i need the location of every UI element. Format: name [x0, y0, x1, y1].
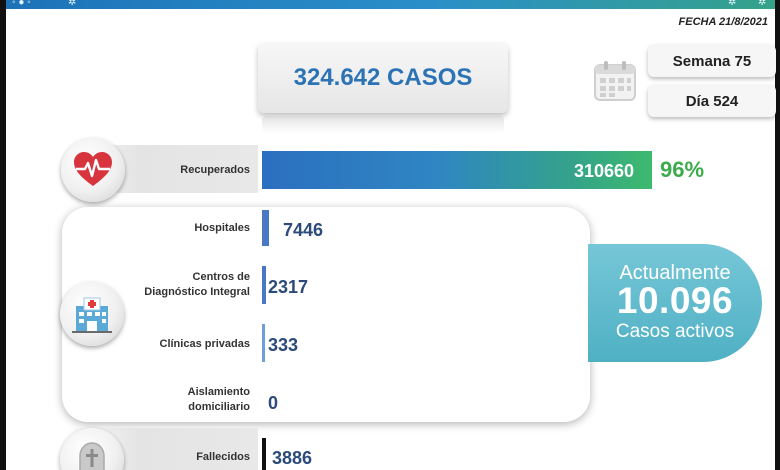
recovered-label: Recuperados: [180, 164, 250, 176]
day-text: Día 524: [685, 92, 739, 110]
home-isolation-label: Aislamiento domiciliario: [70, 385, 250, 415]
total-cases-box: 324.642 CASOS: [258, 43, 508, 113]
diagnostic-centers-label-line2: Diagnóstico Integral: [144, 285, 250, 298]
active-cases-heading: Actualmente: [619, 262, 731, 284]
private-clinics-bar: [262, 324, 265, 362]
private-clinics-label: Clínicas privadas: [159, 338, 251, 350]
calendar-icon: [594, 61, 636, 101]
hospitals-bar: [262, 210, 269, 246]
hospitals-value: 7446: [283, 220, 324, 240]
frame-right-border: [775, 0, 780, 470]
week-badge: Semana 75: [648, 45, 776, 77]
home-isolation-label-line2: domiciliario: [188, 400, 250, 413]
report-date: FECHA 21/8/2021: [678, 16, 768, 28]
private-clinics-value: 333: [268, 335, 299, 355]
week-text: Semana 75: [672, 52, 752, 70]
active-cases-caption: Casos activos: [615, 321, 735, 342]
decor-dots-icon: ◦ ● ◦: [12, 0, 31, 8]
total-cases-text: 324.642 CASOS: [293, 64, 473, 91]
recovered-bar: [262, 151, 652, 189]
recovered-value: 310660: [574, 161, 635, 181]
active-cases-value: 10.096: [616, 280, 734, 321]
decor-virus-icon: ✲: [728, 0, 737, 8]
active-cases-panel: [62, 207, 590, 422]
decor-virus-icon: ✲: [758, 0, 767, 8]
header-bar: ◦ ● ◦ ✲ ✲ ✲: [6, 0, 775, 9]
recovered-percent: 96%: [660, 157, 705, 182]
diagnostic-centers-bar: [262, 266, 266, 304]
hospitals-label: Hospitales: [194, 222, 250, 234]
deceased-bar: [262, 438, 266, 470]
home-isolation-value: 0: [268, 393, 279, 413]
home-isolation-label-line1: Aislamiento: [187, 386, 250, 398]
heart-pulse-icon: [61, 138, 125, 202]
total-cases-reflection: [262, 116, 504, 134]
diagnostic-centers-label: Centros de Diagnóstico Integral: [70, 270, 250, 300]
day-badge: Día 524: [648, 85, 776, 117]
diagnostic-centers-label-line1: Centros de: [192, 271, 250, 283]
active-cases-callout: Actualmente 10.096 Casos activos: [588, 244, 762, 362]
frame-left-border: [0, 0, 6, 470]
deceased-label: Fallecidos: [196, 451, 250, 463]
diagnostic-centers-value: 2317: [268, 277, 309, 297]
hospital-icon: [60, 282, 124, 346]
deceased-value: 3886: [272, 448, 313, 468]
decor-virus-icon: ✲: [68, 0, 77, 8]
